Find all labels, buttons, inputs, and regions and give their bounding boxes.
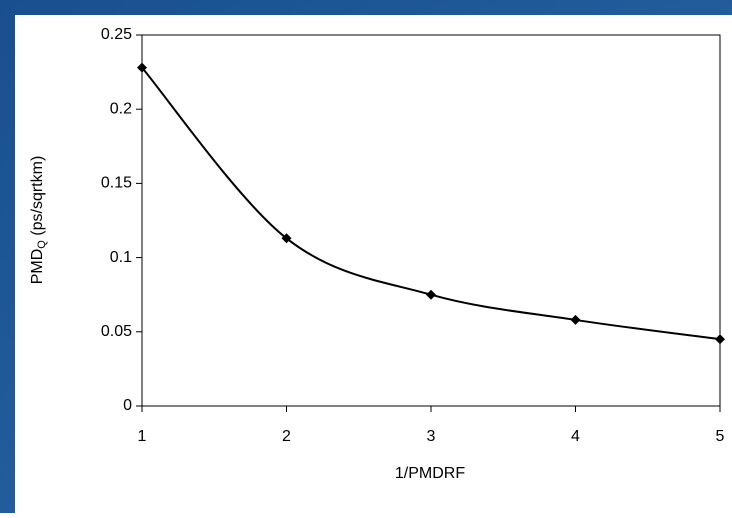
- y-tick-label: 0.25: [101, 26, 132, 43]
- y-tick-label: 0.15: [101, 175, 132, 192]
- y-tick-label: 0.05: [101, 323, 132, 340]
- x-axis-label: 1/PMDRF: [395, 465, 465, 482]
- panel: [15, 15, 732, 513]
- y-axis-label: PMDQ (ps/sqrtkm): [29, 156, 48, 285]
- x-tick-label: 1: [138, 428, 147, 445]
- y-label-unit: (ps/sqrtkm): [29, 156, 46, 240]
- x-tick-label: 3: [427, 428, 436, 445]
- y-label-subscript: Q: [36, 240, 48, 249]
- x-tick-label: 4: [571, 428, 580, 445]
- marker: [570, 314, 581, 325]
- marker: [137, 62, 147, 73]
- marker: [426, 289, 436, 300]
- y-label-main: PMD: [29, 249, 46, 285]
- y-tick-label: 0.2: [110, 100, 132, 117]
- x-tick-label: 5: [716, 428, 725, 445]
- marker: [281, 233, 292, 244]
- series-line: [141, 67, 721, 341]
- y-tick-label: 0: [123, 397, 132, 414]
- y-tick-label: 0.1: [110, 249, 132, 266]
- marker: [715, 334, 725, 345]
- x-tick-label: 2: [282, 428, 291, 445]
